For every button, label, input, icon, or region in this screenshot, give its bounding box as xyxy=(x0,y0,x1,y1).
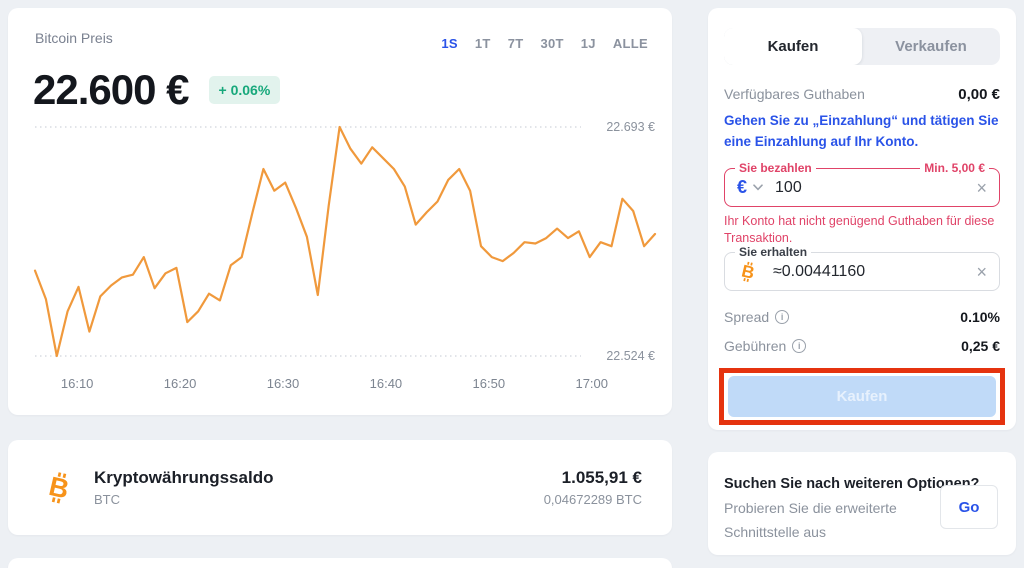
balance-asset: BTC xyxy=(94,492,120,507)
bitcoin-icon: B xyxy=(740,261,757,283)
x-axis-tick: 16:20 xyxy=(163,376,197,391)
y-min-label: 22.524 € xyxy=(600,349,655,363)
chart-title: Bitcoin Preis xyxy=(35,30,113,46)
y-max-label: 22.693 € xyxy=(600,120,655,134)
balance-values: 1.055,91 € 0,04672289 BTC xyxy=(544,468,642,507)
chart-plot-area: 22.693 € 22.524 € xyxy=(33,118,657,366)
insufficient-funds-error: Ihr Konto hat nicht genügend Guthaben fü… xyxy=(724,214,995,245)
available-balance-value: 0,00 € xyxy=(958,86,1000,103)
fees-label-text: Gebühren xyxy=(724,338,787,354)
svg-text:B: B xyxy=(740,261,757,283)
time-range-tabs: 1S 1T 7T 30T 1J ALLE xyxy=(441,36,648,51)
x-axis-tick: 16:40 xyxy=(369,376,403,391)
pay-field-min-label: Min. 5,00 € xyxy=(920,161,989,175)
spread-value: 0.10% xyxy=(960,309,1000,325)
pay-amount-field: Sie bezahlen Min. 5,00 € € × xyxy=(724,161,1000,207)
receive-amount-field: Sie erhalten B ≈0.00441160 × xyxy=(724,245,1000,291)
buy-sell-switch: Kaufen Verkaufen xyxy=(724,28,1000,65)
pay-amount-input[interactable] xyxy=(775,178,926,197)
price-line-chart xyxy=(33,125,657,358)
price-series-line xyxy=(33,125,657,358)
go-button[interactable]: Go xyxy=(940,485,998,529)
fees-label: Gebühren i xyxy=(724,338,807,354)
next-card-peek xyxy=(8,558,672,568)
range-tab-30t[interactable]: 30T xyxy=(540,36,564,51)
clear-receive-icon[interactable]: × xyxy=(976,261,987,282)
range-tab-1j[interactable]: 1J xyxy=(580,36,596,51)
chevron-down-icon[interactable] xyxy=(753,184,763,191)
x-axis-tick: 17:00 xyxy=(575,376,609,391)
x-axis-tick: 16:10 xyxy=(60,376,94,391)
fees-row: Gebühren i 0,25 € xyxy=(724,338,1000,354)
current-price: 22.600 € xyxy=(33,66,189,113)
bitcoin-icon: B xyxy=(46,471,72,505)
info-icon[interactable]: i xyxy=(792,339,807,353)
info-icon[interactable]: i xyxy=(775,310,790,324)
x-axis: 16:10 16:20 16:30 16:40 16:50 17:00 xyxy=(35,376,655,394)
tab-kaufen[interactable]: Kaufen xyxy=(724,28,862,65)
annotation-highlight-box: Kaufen xyxy=(719,368,1005,425)
tab-verkaufen[interactable]: Verkaufen xyxy=(895,38,967,55)
x-axis-tick: 16:30 xyxy=(266,376,300,391)
available-balance-row: Verfügbares Guthaben 0,00 € xyxy=(724,86,1000,103)
clear-pay-icon[interactable]: × xyxy=(976,177,987,198)
advanced-options-card: Suchen Sie nach weiteren Optionen? Probi… xyxy=(708,452,1016,555)
range-tab-7t[interactable]: 7T xyxy=(507,36,524,51)
available-balance-label: Verfügbares Guthaben xyxy=(724,86,865,102)
trade-panel: Kaufen Verkaufen Verfügbares Guthaben 0,… xyxy=(708,8,1016,430)
x-axis-tick: 16:50 xyxy=(472,376,506,391)
price-chart-card: Bitcoin Preis 1S 1T 7T 30T 1J ALLE 22.60… xyxy=(8,8,672,415)
spread-label: Spread i xyxy=(724,309,790,325)
price-change-badge: + 0.06% xyxy=(208,76,281,104)
receive-amount-value: ≈0.00441160 xyxy=(773,262,866,280)
range-tab-1s[interactable]: 1S xyxy=(441,36,458,51)
deposit-link[interactable]: Gehen Sie zu „Einzahlung“ und tätigen Si… xyxy=(724,113,999,149)
spread-row: Spread i 0.10% xyxy=(724,309,1000,325)
balance-labels: Kryptowährungssaldo BTC xyxy=(94,468,273,507)
balance-fiat-value: 1.055,91 € xyxy=(561,468,642,487)
current-price-row: 22.600 € + 0.06% xyxy=(33,66,281,114)
range-tab-alle[interactable]: ALLE xyxy=(612,36,648,51)
options-subtitle: Probieren Sie die erweiterte Schnittstel… xyxy=(724,500,897,540)
options-title: Suchen Sie nach weiteren Optionen? xyxy=(724,476,980,492)
chart-header: Bitcoin Preis 1S 1T 7T 30T 1J ALLE xyxy=(35,30,648,51)
fees-value: 0,25 € xyxy=(961,338,1000,354)
euro-currency-icon[interactable]: € xyxy=(737,177,748,197)
kaufen-submit-button[interactable]: Kaufen xyxy=(728,376,996,417)
spread-label-text: Spread xyxy=(724,309,770,325)
balance-crypto-value: 0,04672289 BTC xyxy=(543,492,642,507)
crypto-balance-card[interactable]: B Kryptowährungssaldo BTC 1.055,91 € 0,0… xyxy=(8,440,672,535)
pay-field-label: Sie bezahlen xyxy=(735,161,816,175)
range-tab-1t[interactable]: 1T xyxy=(474,36,491,51)
balance-title: Kryptowährungssaldo xyxy=(94,468,274,487)
receive-field-label: Sie erhalten xyxy=(735,245,812,259)
